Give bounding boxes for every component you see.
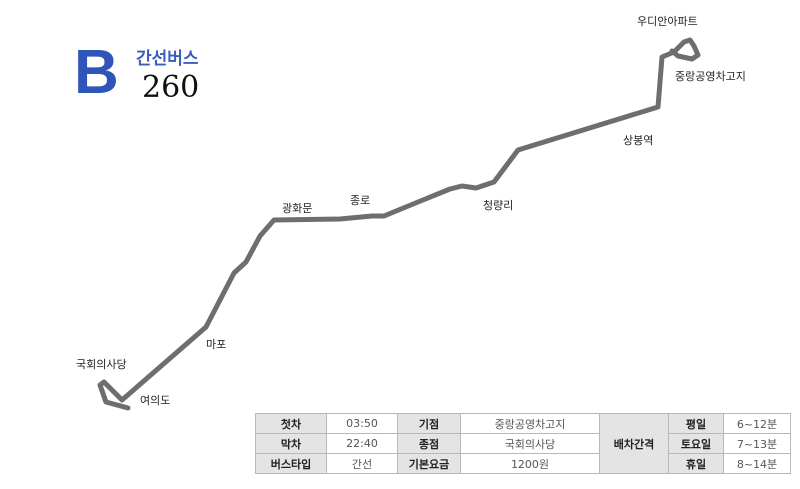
last-bus-value: 22:40 bbox=[326, 433, 398, 454]
terminus-label: 종점 bbox=[397, 433, 461, 454]
first-bus-value: 03:50 bbox=[326, 413, 398, 434]
bus-type-label: 버스타입 bbox=[255, 453, 327, 474]
holiday-value: 8~14분 bbox=[723, 453, 791, 474]
bus-class-logo: B bbox=[74, 38, 119, 107]
fare-label: 기본요금 bbox=[397, 453, 461, 474]
stop-label-sangbong: 상봉역 bbox=[623, 134, 654, 147]
weekday-label: 평일 bbox=[668, 413, 724, 434]
stop-label-jungnang-depot: 중랑공영차고지 bbox=[675, 70, 746, 83]
terminus-value: 국회의사당 bbox=[460, 433, 600, 454]
stop-label-assembly: 국회의사당 bbox=[76, 358, 127, 371]
table-row: 버스타입 간선 기본요금 1200원 휴일 8~14분 bbox=[255, 453, 791, 474]
bus-type-title: 간선버스 bbox=[136, 49, 199, 69]
fare-value: 1200원 bbox=[460, 453, 600, 474]
route-info-table: 첫차 03:50 기점 중랑공영차고지 배차간격 평일 6~12분 막차 22:… bbox=[255, 413, 791, 474]
saturday-value: 7~13분 bbox=[723, 433, 791, 454]
stop-label-gwanghwamun: 광화문 bbox=[282, 202, 313, 215]
weekday-value: 6~12분 bbox=[723, 413, 791, 434]
table-row: 막차 22:40 종점 국회의사당 토요일 7~13분 bbox=[255, 433, 791, 454]
first-bus-label: 첫차 bbox=[255, 413, 327, 434]
last-bus-label: 막차 bbox=[255, 433, 327, 454]
origin-label: 기점 bbox=[397, 413, 461, 434]
route-line bbox=[97, 37, 701, 411]
table-row: 첫차 03:50 기점 중랑공영차고지 배차간격 평일 6~12분 bbox=[255, 413, 791, 474]
holiday-label: 휴일 bbox=[668, 453, 724, 474]
stop-label-mapo: 마포 bbox=[206, 338, 227, 351]
interval-label: 배차간격 bbox=[599, 413, 669, 474]
origin-value: 중랑공영차고지 bbox=[460, 413, 600, 434]
stop-label-cheongnyangni: 청량리 bbox=[483, 199, 514, 212]
stop-label-udian: 우디안아파트 bbox=[637, 15, 698, 28]
stop-label-yeouido: 여의도 bbox=[140, 394, 171, 407]
bus-type-value: 간선 bbox=[326, 453, 398, 474]
bus-number: 260 bbox=[142, 70, 200, 105]
saturday-label: 토요일 bbox=[668, 433, 724, 454]
stop-label-jongno: 종로 bbox=[350, 194, 371, 207]
